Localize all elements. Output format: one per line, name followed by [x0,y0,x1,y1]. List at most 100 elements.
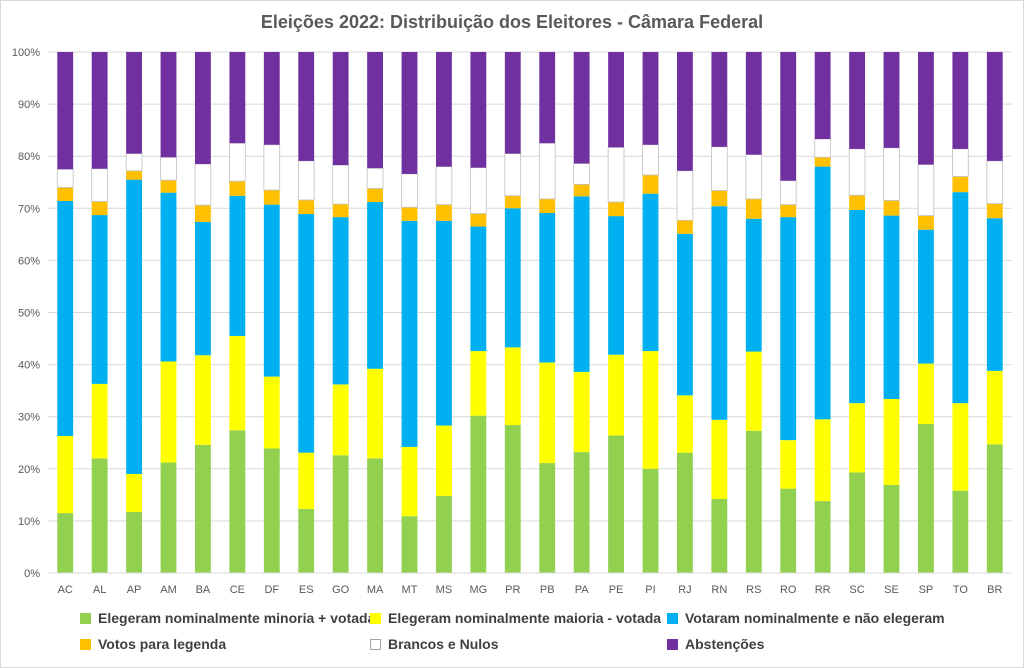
bar-segment [642,351,659,469]
bar-segment [711,52,728,147]
bar-segment [573,196,590,372]
legend-swatch [667,638,678,650]
y-tick-label: 70% [18,203,40,215]
bar-segment [436,495,452,573]
bar-segment [91,52,108,169]
x-tick-label: AP [127,584,142,596]
bar-segment [607,146,625,203]
x-tick-label: TO [953,584,969,596]
bar-segment [986,218,1003,371]
bar-segment [298,508,315,573]
legend-swatch [80,612,91,624]
bar-segment [711,206,728,420]
bar-segment [401,220,418,447]
x-tick-label: CE [230,584,245,596]
bar-segment [367,458,383,573]
bar-segment [745,218,762,352]
bar-segment [711,499,728,573]
bar-segment [918,423,934,573]
bar-segment [57,513,74,573]
bar-segment [332,384,349,456]
x-tick-label: ES [299,584,314,596]
x-tick-label: SE [884,584,899,596]
bar-segment [298,199,315,215]
bar-segment [91,201,108,216]
bar-segment [263,448,280,573]
bar-segment [986,444,1003,573]
bar-segment [779,180,797,206]
bar-segment [160,192,177,362]
bar-segment [539,198,556,213]
bar-segment [814,52,831,140]
bar-segment [504,52,521,154]
x-tick-label: AM [160,584,177,596]
bar-segment [918,215,934,230]
x-tick-label: RN [711,584,727,596]
legend-label: Votaram nominalmente e não elegeram [685,610,945,626]
bar-segment [573,184,590,197]
bar-segment [883,52,900,148]
bar-segment [125,153,143,172]
bar-segment [332,204,349,218]
bar-segment [849,403,865,473]
bar-segment [814,419,831,502]
bar-segment [195,444,211,573]
bar-segment [849,472,865,573]
bar-segment [332,217,349,385]
bar-segment [952,176,969,193]
bar-segment [986,160,1004,205]
x-tick-label: BR [987,584,1002,596]
legend-item: Votos para legenda [80,636,226,652]
bar-segment [539,463,556,573]
y-tick-label: 10% [18,516,40,528]
y-tick-label: 40% [18,360,40,372]
bar-segment [298,52,315,161]
bar-segment [57,201,74,436]
bar-segment [814,138,831,158]
bar-segment [298,214,315,453]
bar-segment [366,167,384,189]
bar-segment [848,148,866,196]
bar-segment [401,52,418,174]
x-tick-label: MS [436,584,453,596]
y-tick-label: 60% [18,255,40,267]
x-tick-label: DF [264,584,279,596]
y-tick-label: 100% [12,47,40,59]
bar-segment [126,170,142,180]
bar-segment [608,435,624,573]
bar-segment [573,371,590,453]
chart-legend: Elegeram nominalmente minoria + votada El… [0,604,1024,660]
bar-segment [883,215,900,399]
y-tick-label: 30% [18,412,40,424]
bar-segment [332,52,349,166]
bar-segment [401,516,418,573]
bar-segment [780,204,797,218]
bar-segment [952,192,969,404]
bar-segment [608,216,624,355]
x-tick-label: SC [849,584,864,596]
bar-segment [745,430,762,573]
bar-segment [57,52,74,170]
legend-swatch [370,638,381,650]
y-tick-label: 20% [18,464,40,476]
bar-segment [573,163,590,185]
y-tick-label: 0% [24,568,40,580]
bar-segment [470,226,487,352]
bar-segment [677,220,693,234]
legend-item: Votaram nominalmente e não elegeram [667,610,945,626]
bar-segment [194,163,212,206]
legend-label: Votos para legenda [98,636,227,652]
bar-segment [263,376,280,449]
bar-segment [986,203,1003,219]
bar-segment [814,501,831,573]
bar-segment [504,347,521,426]
bar-segment [57,187,74,202]
bar-segment [504,208,521,348]
legend-item: Elegeram nominalmente maioria - votada [370,610,661,626]
legend-swatch [370,612,381,624]
bar-segment [780,52,797,181]
bar-segment [539,52,556,144]
bar-segment [780,440,797,489]
bar-segment [229,142,246,182]
bar-segment [229,52,246,144]
